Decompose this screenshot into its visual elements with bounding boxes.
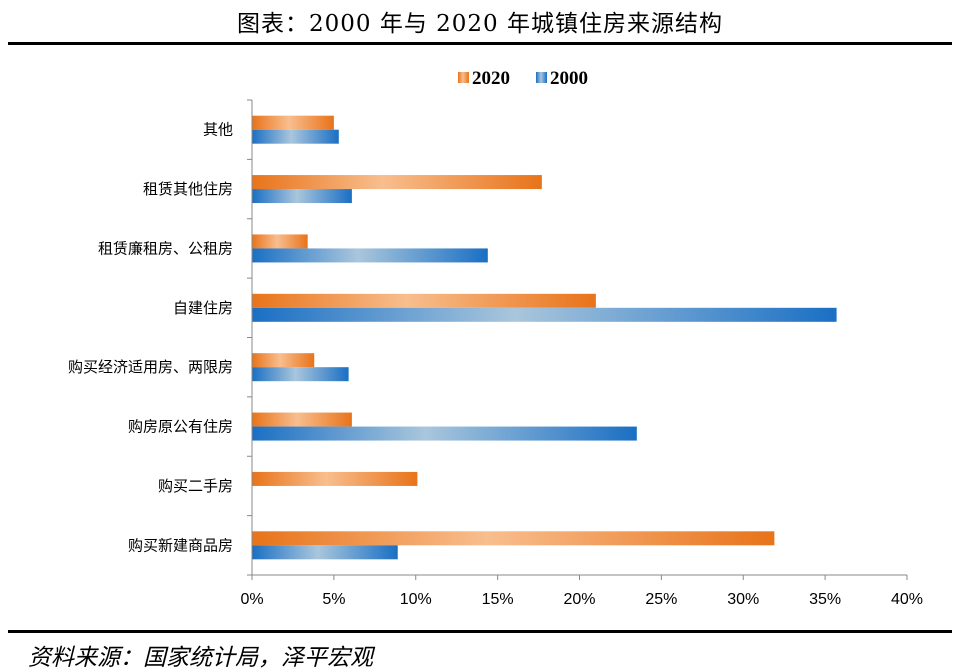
x-tick-label: 20% — [563, 591, 595, 608]
x-tick-label: 35% — [809, 591, 841, 608]
legend-swatch-2020 — [458, 72, 469, 83]
category-label: 购买新建商品房 — [128, 536, 233, 554]
category-labels: 其他租赁其他住房租赁廉租房、公租房自建住房购买经济适用房、两限房购房原公有住房购… — [68, 121, 233, 555]
bar-2020 — [252, 293, 596, 308]
category-label: 其他 — [203, 121, 233, 139]
bar-chart: 2020 2000 其他租赁其他住房租赁廉租房、公租房自建住房购买经济适用房、两限… — [30, 52, 950, 622]
legend-label-2020: 2020 — [472, 68, 510, 89]
bar-2020 — [252, 115, 334, 130]
bar-2020 — [252, 531, 775, 546]
bar-2000 — [252, 545, 398, 560]
x-tick-label: 15% — [482, 591, 514, 608]
bar-2000 — [252, 307, 837, 322]
bar-2020 — [252, 234, 308, 249]
bar-2000 — [252, 248, 488, 263]
plot-background — [30, 52, 950, 622]
x-tick-label: 10% — [400, 591, 432, 608]
legend: 2020 2000 — [458, 68, 588, 89]
x-tick-label: 0% — [240, 591, 263, 608]
x-axis: 0% 5% 10% 15% 20% 25% 30% 35% 40% — [240, 99, 923, 608]
bar-2020 — [252, 412, 352, 427]
bottom-rule — [8, 630, 952, 633]
bar-2000 — [252, 189, 352, 204]
category-label: 购买二手房 — [158, 477, 233, 495]
bar-2000 — [252, 129, 339, 144]
bar-2000 — [252, 367, 349, 382]
bar-2020 — [252, 353, 315, 368]
x-tick-label: 25% — [645, 591, 677, 608]
x-tick-label: 5% — [322, 591, 345, 608]
category-label: 购房原公有住房 — [128, 418, 233, 436]
bar-2000 — [252, 426, 637, 441]
bar-2020 — [252, 175, 542, 190]
legend-swatch-2000 — [536, 72, 547, 83]
page-title: 图表：2000 年与 2020 年城镇住房来源结构 — [237, 11, 723, 37]
source-note: 资料来源：国家统计局，泽平宏观 — [28, 645, 373, 671]
x-tick-label: 30% — [727, 591, 759, 608]
x-tick-label: 40% — [891, 591, 923, 608]
bar-2020 — [252, 471, 418, 486]
category-label: 购买经济适用房、两限房 — [68, 358, 233, 376]
category-label: 自建住房 — [173, 299, 233, 317]
top-rule — [8, 42, 952, 45]
legend-label-2000: 2000 — [550, 68, 588, 89]
category-label: 租赁廉租房、公租房 — [98, 239, 233, 257]
bars — [252, 115, 837, 560]
category-label: 租赁其他住房 — [143, 180, 233, 198]
